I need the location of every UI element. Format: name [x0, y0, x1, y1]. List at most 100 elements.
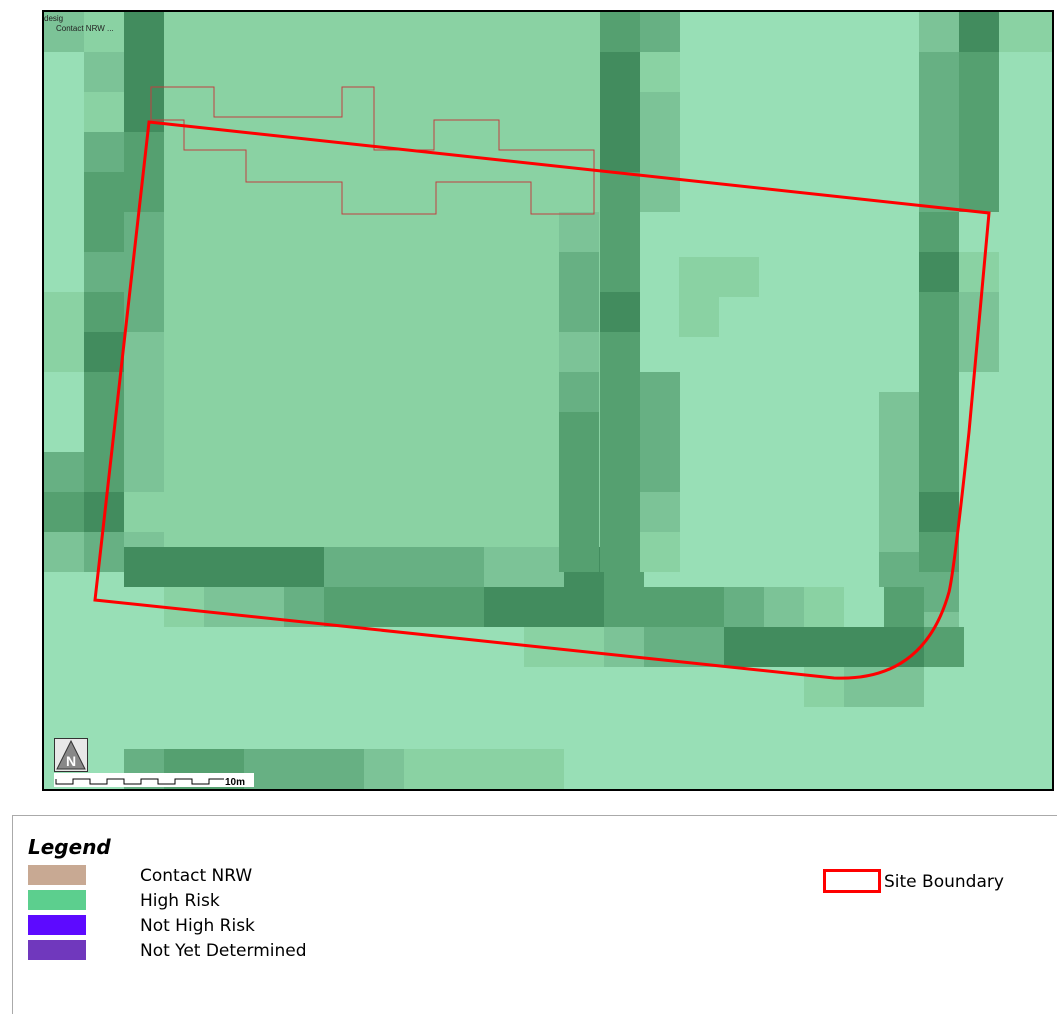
raster-tile-west: [84, 12, 124, 52]
raster-tile-col955: [999, 532, 1052, 572]
raster-tile-row-bottom: [404, 749, 444, 789]
raster-tile-col515: [559, 52, 599, 92]
legend-label-not-yet-determined: Not Yet Determined: [140, 941, 307, 961]
layer-label-contact-nrw: Contact NRW ...: [56, 24, 114, 33]
raster-tile-col915: [959, 212, 999, 252]
raster-tile-col515: [559, 212, 599, 252]
raster-tile-col955: [999, 132, 1052, 172]
raster-tile-col556: [600, 92, 640, 132]
site-boundary: [93, 120, 991, 680]
raster-tile-row-c: [484, 627, 524, 667]
raster-tile-col556: [600, 52, 640, 92]
raster-tile-row-bottom: [484, 749, 524, 789]
raster-tile-row-b: [404, 587, 444, 627]
raster-tile-east: [879, 552, 919, 592]
raster-tile-row-a: [524, 547, 564, 587]
raster-tile-col556: [600, 212, 640, 252]
legend-item-high-risk: High Risk: [28, 890, 388, 914]
raster-tile-row-a: [324, 547, 364, 587]
raster-tile-col915: [959, 252, 999, 292]
raster-tile-east: [879, 472, 919, 512]
raster-tile-east: [879, 392, 919, 432]
raster-tile-row-b: [444, 587, 484, 627]
raster-tile-row-a: [244, 547, 284, 587]
raster-tile-col596: [640, 332, 680, 372]
raster-tile-col955: [999, 292, 1052, 332]
raster-tile-col596: [640, 92, 680, 132]
north-arrow-icon: N: [54, 738, 88, 772]
raster-tile-col915: [959, 172, 999, 212]
raster-tile-col596: [640, 52, 680, 92]
raster-tile-col80: [124, 412, 164, 452]
raster-tile-col80: [124, 492, 164, 532]
raster-tile-col556: [600, 252, 640, 292]
legend-swatch-site-boundary: [823, 869, 881, 893]
raster-tile-east: [679, 297, 719, 337]
raster-tile-row-c: [844, 627, 884, 667]
raster-tile-col875: [919, 252, 959, 292]
raster-tile-col80: [124, 372, 164, 412]
raster-tile-row-b: [244, 587, 284, 627]
scale-label: 10m: [225, 777, 245, 787]
scale-bar-graphic: 10m: [54, 773, 254, 788]
raster-tile-col596: [640, 212, 680, 252]
raster-tile-col875: [919, 292, 959, 332]
raster-tile-col556: [600, 452, 640, 492]
legend-panel: Legend Contact NRW High Risk Not High Ri…: [12, 815, 1057, 1014]
raster-tile-col875: [919, 132, 959, 172]
north-arrow-letter: N: [66, 753, 76, 769]
raster-tile-west: [44, 332, 84, 372]
raster-tile-col915: [959, 532, 999, 572]
raster-tile-row-b: [884, 587, 924, 627]
raster-tile-col875: [919, 492, 959, 532]
raster-tile-col556: [600, 372, 640, 412]
raster-tile-col875: [919, 332, 959, 372]
raster-tile-west: [44, 412, 84, 452]
raster-tile-west: [44, 252, 84, 292]
legend-label-site-boundary: Site Boundary: [884, 872, 1004, 892]
raster-tile-row-c: [564, 627, 604, 667]
scale-bar: 10m: [54, 773, 254, 788]
raster-tile-col955: [999, 92, 1052, 132]
raster-tile-col515: [559, 172, 599, 212]
raster-tile-row-c: [804, 627, 844, 667]
raster-tile-west: [84, 292, 124, 332]
raster-tile-col80: [124, 12, 164, 52]
raster-tile-col915: [959, 572, 999, 612]
raster-tile-west: [84, 412, 124, 452]
map-frame[interactable]: desig Contact NRW ... N 10m: [42, 10, 1054, 791]
raster-tile-row-b: [364, 587, 404, 627]
raster-tile-col80: [124, 332, 164, 372]
raster-tile-west: [44, 292, 84, 332]
raster-tile-row-a: [204, 547, 244, 587]
raster-tile-col875: [919, 92, 959, 132]
map-canvas[interactable]: [44, 12, 1054, 791]
raster-tile-west: [44, 92, 84, 132]
raster-tile-col875: [919, 372, 959, 412]
raster-tile-col515: [559, 492, 599, 532]
legend-swatch-not-yet-determined: [28, 940, 86, 960]
raster-tile-col596: [640, 292, 680, 332]
raster-tile-col955: [999, 212, 1052, 252]
raster-tile-col915: [959, 132, 999, 172]
raster-tile-col515: [559, 252, 599, 292]
raster-tile-col915: [959, 52, 999, 92]
raster-tile-west: [84, 172, 124, 212]
raster-tile-col515: [559, 372, 599, 412]
raster-tile-row-b: [524, 587, 564, 627]
raster-tile-west: [44, 172, 84, 212]
raster-tile-col955: [999, 172, 1052, 212]
raster-tile-east: [879, 512, 919, 552]
raster-tile-row-a: [484, 547, 524, 587]
raster-tile-row-c: [764, 627, 804, 667]
legend-label-high-risk: High Risk: [140, 891, 220, 911]
legend-label-contact-nrw: Contact NRW: [140, 866, 253, 886]
raster-tile-col515: [559, 92, 599, 132]
raster-tile-col915: [959, 12, 999, 52]
raster-tile-west: [44, 52, 84, 92]
raster-tile-west: [84, 252, 124, 292]
raster-tile-row-b: [324, 587, 364, 627]
raster-tile-row-d: [884, 667, 924, 707]
raster-tile-west: [44, 212, 84, 252]
raster-tile-row-a: [364, 547, 404, 587]
